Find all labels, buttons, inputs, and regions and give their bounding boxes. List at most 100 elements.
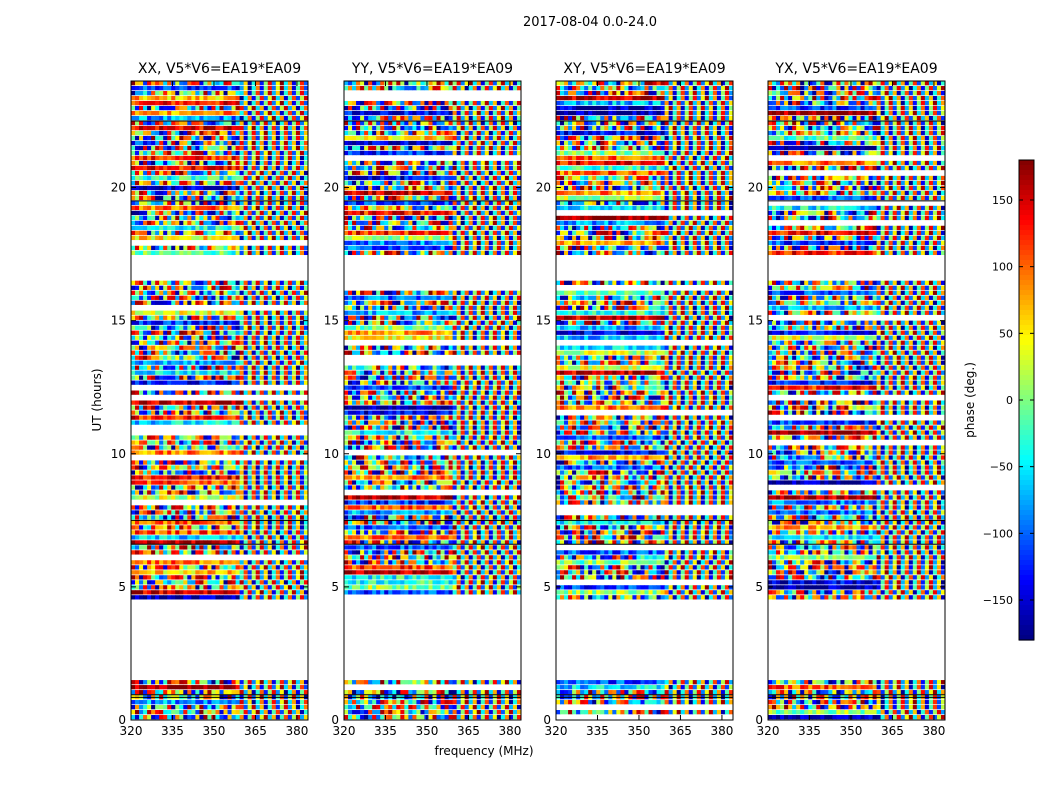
panel-title: XX, V5*V6=EA19*EA09 [138, 61, 301, 77]
colorbar-segment [1019, 265, 1034, 271]
colorbar-segment [1019, 575, 1034, 581]
y-tick-label: 15 [324, 314, 339, 328]
figure: 2017-08-04 0.0-24.0 XX, V5*V6=EA19*EA09 3… [0, 0, 1050, 800]
colorbar-segment [1019, 475, 1034, 481]
colorbar-segment [1019, 560, 1034, 566]
colorbar-segment [1019, 185, 1034, 191]
colorbar-segment [1019, 345, 1034, 351]
x-tick-label: 350 [840, 724, 863, 738]
colorbar-segment [1019, 420, 1034, 426]
colorbar-segment [1019, 405, 1034, 411]
colorbar-segment [1019, 460, 1034, 466]
colorbar-segment [1019, 360, 1034, 366]
x-tick-label: 380 [285, 724, 308, 738]
x-tick-label: 335 [586, 724, 609, 738]
colorbar-segment [1019, 490, 1034, 496]
x-tick-label: 350 [203, 724, 226, 738]
colorbar-segment [1019, 615, 1034, 621]
colorbar-segment [1019, 465, 1034, 471]
colorbar-segment [1019, 500, 1034, 506]
colorbar-segment [1019, 240, 1034, 246]
colorbar-segment [1019, 190, 1034, 196]
colorbar-segment [1019, 605, 1034, 611]
colorbar-segment [1019, 370, 1034, 376]
colorbar-segment [1019, 315, 1034, 321]
colorbar-segment [1019, 260, 1034, 266]
x-tick-label: 350 [628, 724, 651, 738]
y-tick-label: 5 [755, 580, 763, 594]
x-axis-label: frequency (MHz) [434, 744, 533, 758]
phase-heatmap [131, 81, 308, 719]
y-tick-label: 0 [543, 713, 551, 727]
phase-heatmap [344, 81, 521, 719]
colorbar-segment [1019, 380, 1034, 386]
colorbar-tick-label: −100 [983, 527, 1013, 540]
colorbar-segment [1019, 200, 1034, 206]
colorbar-segment [1019, 255, 1034, 261]
y-tick-label: 0 [331, 713, 339, 727]
x-tick-label: 350 [416, 724, 439, 738]
x-tick-label: 335 [161, 724, 184, 738]
colorbar-segment [1019, 160, 1034, 166]
phase-heatmap [556, 81, 733, 714]
colorbar-segment [1019, 535, 1034, 541]
y-tick-label: 15 [536, 314, 551, 328]
colorbar-segment [1019, 325, 1034, 331]
colorbar-segment [1019, 555, 1034, 561]
colorbar-segment [1019, 550, 1034, 556]
colorbar-tick-label: −50 [990, 461, 1013, 474]
y-tick-label: 20 [111, 181, 126, 195]
colorbar-segment [1019, 215, 1034, 221]
colorbar-segment [1019, 320, 1034, 326]
colorbar-segment [1019, 280, 1034, 286]
colorbar-segment [1019, 445, 1034, 451]
colorbar-segment [1019, 455, 1034, 461]
panel-title: YY, V5*V6=EA19*EA09 [351, 61, 513, 77]
colorbar-segment [1019, 235, 1034, 241]
colorbar-segment [1019, 585, 1034, 591]
colorbar-segment [1019, 480, 1034, 486]
y-tick-label: 5 [331, 580, 339, 594]
x-tick-label: 335 [798, 724, 821, 738]
colorbar-segment [1019, 610, 1034, 616]
y-tick-label: 10 [324, 447, 339, 461]
y-tick-label: 10 [748, 447, 763, 461]
colorbar-segment [1019, 285, 1034, 291]
figure-title: 2017-08-04 0.0-24.0 [523, 15, 657, 30]
colorbar-segment [1019, 435, 1034, 441]
y-tick-label: 0 [118, 713, 126, 727]
colorbar-segment [1019, 545, 1034, 551]
colorbar-segment [1019, 540, 1034, 546]
colorbar-segment [1019, 410, 1034, 416]
colorbar-tick-label: −150 [983, 594, 1013, 607]
colorbar-segment [1019, 425, 1034, 431]
y-tick-label: 20 [748, 181, 763, 195]
x-tick-label: 365 [881, 724, 904, 738]
y-tick-label: 20 [536, 181, 551, 195]
x-tick-label: 380 [710, 724, 733, 738]
colorbar-segment [1019, 225, 1034, 231]
y-tick-label: 20 [324, 181, 339, 195]
y-tick-label: 15 [748, 314, 763, 328]
colorbar-segment [1019, 505, 1034, 511]
colorbar-segment [1019, 450, 1034, 456]
y-tick-label: 0 [755, 713, 763, 727]
y-tick-label: 10 [111, 447, 126, 461]
x-tick-label: 380 [922, 724, 945, 738]
y-tick-label: 15 [111, 314, 126, 328]
colorbar-segment [1019, 170, 1034, 176]
colorbar-segment [1019, 330, 1034, 336]
colorbar-segment [1019, 485, 1034, 491]
colorbar-segment [1019, 180, 1034, 186]
colorbar-segment [1019, 175, 1034, 181]
colorbar-segment [1019, 335, 1034, 341]
colorbar-segment [1019, 580, 1034, 586]
colorbar-segment [1019, 275, 1034, 281]
x-tick-label: 380 [498, 724, 521, 738]
colorbar-label: phase (deg.) [963, 362, 977, 438]
colorbar-segment [1019, 515, 1034, 521]
colorbar-segment [1019, 250, 1034, 256]
